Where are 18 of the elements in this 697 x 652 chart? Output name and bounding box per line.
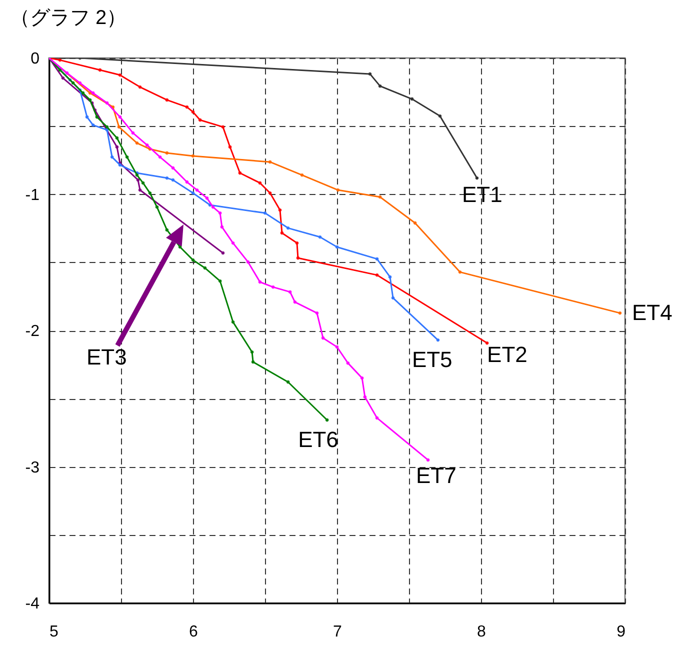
y-tick-label: -3 — [25, 459, 40, 476]
x-tick-label: 7 — [333, 624, 342, 640]
series-label: ET2 — [487, 342, 528, 368]
series-label: ET4 — [632, 300, 672, 326]
y-tick-label: -1 — [25, 186, 40, 204]
chart-title: （グラフ 2） — [10, 7, 127, 29]
y-tick-label: -2 — [25, 323, 40, 340]
series-label: ET1 — [462, 182, 502, 208]
text: ET3 — [86, 344, 127, 370]
series-label: ET7 — [416, 462, 456, 488]
x-tick-label: 5 — [50, 624, 58, 640]
y-tick-label: 0 — [30, 50, 40, 68]
y-tick-label: -4 — [25, 596, 40, 612]
x-tick-label: 6 — [189, 624, 198, 640]
series-label: ET5 — [412, 347, 452, 372]
x-tick-label: 9 — [616, 624, 626, 640]
series-label: ET6 — [298, 427, 338, 452]
x-tick-label: 8 — [477, 624, 486, 640]
